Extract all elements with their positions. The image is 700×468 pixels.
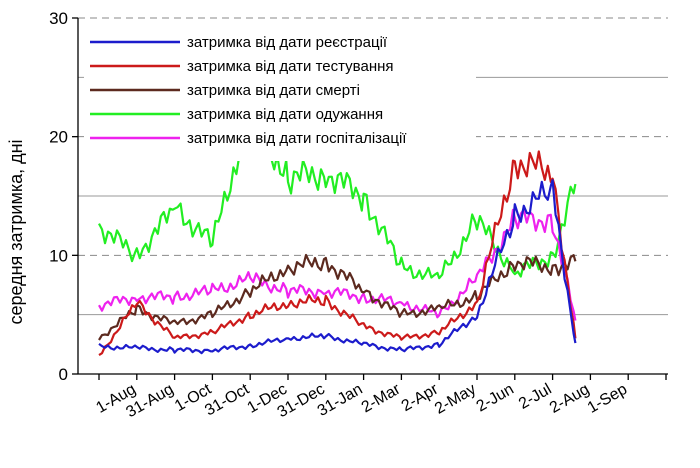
series-line-2	[98, 253, 577, 341]
series-layer	[98, 103, 577, 357]
x-tick-label-12: 2-Jul	[516, 381, 555, 413]
x-tick-labels: 1-Aug31-Aug1-Oct31-Oct1-Dec31-Dec31-Jan2…	[93, 380, 630, 421]
x-tick-label-10: 2-May	[432, 381, 479, 418]
axes	[72, 17, 668, 380]
legend-label-4: затримка від дати госпіталізації	[187, 130, 407, 147]
x-tick-label-8: 2-Mar	[359, 380, 404, 416]
legend: затримка від дати реєстрації затримка від…	[84, 26, 476, 161]
legend-label-0: затримка від дати реєстрації	[187, 34, 388, 51]
legend-label-3: затримка від дати одужання	[187, 106, 383, 123]
x-tick-label-4: 31-Oct	[202, 380, 253, 419]
legend-label-2: затримка від дати смерті	[187, 82, 360, 99]
y-tick-label-0: 0	[59, 365, 68, 384]
x-tick-label-13: 2-Aug	[547, 381, 592, 417]
y-tick-label-30: 30	[49, 9, 68, 28]
y-tick-label-10: 10	[49, 246, 68, 265]
series-line-0	[98, 179, 577, 355]
y-tick-label-20: 20	[49, 128, 68, 147]
y-axis-label: середня затримка, дні	[6, 139, 26, 324]
legend-label-1: затримка від дати тестування	[187, 58, 394, 75]
series-line-1	[98, 150, 577, 357]
x-tick-label-11: 2-Jun	[474, 381, 517, 416]
x-tick-label-14: 1-Sep	[585, 381, 631, 417]
y-tick-labels: 0 10 20 30	[49, 9, 68, 384]
